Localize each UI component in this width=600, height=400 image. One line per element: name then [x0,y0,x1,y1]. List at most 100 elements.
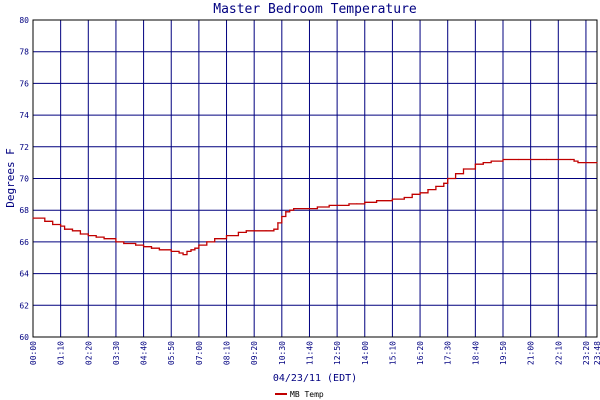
data-point [135,244,137,246]
x-tick-label: 00:00 [29,341,38,365]
data-point [443,182,445,184]
legend: MB Temp [275,390,324,399]
data-point [123,242,125,245]
data-point [530,158,532,161]
data-point [545,158,548,161]
data-point [490,160,492,162]
data-point [427,188,429,191]
series-line [33,158,597,256]
data-point [198,244,200,246]
data-point [158,249,160,251]
x-tick-label: 04:40 [140,341,149,365]
data-point [518,158,520,161]
y-tick-label: 64 [19,270,29,279]
data-point [182,253,184,256]
data-point [170,250,172,253]
y-tick-label: 76 [19,79,29,88]
data-point [245,230,247,232]
data-point [482,162,484,164]
data-point [265,230,267,232]
data-point [95,236,97,238]
x-tick-label: 16:20 [416,341,425,365]
data-point [577,162,579,164]
x-tick-label: 21:00 [527,341,536,365]
data-point [115,241,117,243]
data-point [225,234,228,237]
data-point [348,203,350,205]
y-tick-label: 74 [19,111,29,120]
x-tick-label: 01:10 [57,341,66,365]
data-point [596,162,598,164]
data-point [186,250,188,253]
x-tick-label: 08:10 [223,341,232,365]
data-point [569,158,571,161]
data-point [87,234,89,237]
x-tick-label: 23:20 [582,341,591,365]
x-tick-label: 11:40 [305,341,314,365]
x-tick-label: 22:10 [554,341,563,365]
data-point [150,247,153,249]
data-point [52,223,54,226]
data-point [474,163,476,165]
grid-lines [33,20,597,337]
x-tick-label: 15:10 [388,341,397,365]
series-layer [32,158,598,256]
x-tick-label: 10:30 [278,341,287,365]
data-point [419,192,421,194]
data-point [356,203,358,205]
data-point [60,225,62,227]
data-point [364,201,366,203]
x-tick-labels: 00:00 01:10 02:20 03:30 04:40 05:50 07:00 08:10… [29,341,600,365]
data-point [237,231,239,233]
x-tick-label: 12:50 [333,341,342,365]
data-point [44,220,46,222]
data-point [308,208,311,210]
data-point [557,158,559,161]
data-point [206,241,208,243]
data-point [376,200,378,202]
x-tick-label: 18:40 [471,341,480,365]
y-axis-label: Degrees F [4,148,17,208]
data-point [214,238,216,240]
x-tick-label: 23:48 [593,341,600,365]
data-point [289,209,291,211]
data-point [71,230,74,232]
data-point [462,168,465,170]
y-tick-label: 62 [19,301,29,310]
data-point [178,252,180,254]
data-point [63,228,66,230]
y-tick-label: 66 [19,238,29,247]
data-point [277,222,279,224]
data-point [273,228,275,230]
y-tick-label: 72 [19,143,29,152]
data-point [142,246,145,248]
data-point [455,173,457,175]
data-point [585,162,587,164]
y-tick-label: 80 [19,16,29,25]
data-point [285,211,287,213]
data-point [573,160,575,162]
x-tick-label: 05:50 [167,341,176,365]
y-tick-labels: 60 62 64 66 68 70 72 74 76 78 80 [19,16,29,342]
x-tick-label: 07:00 [195,341,204,365]
y-tick-label: 78 [19,48,29,57]
data-point [194,247,196,249]
data-point [32,217,34,219]
data-point [190,249,192,251]
y-tick-label: 60 [19,333,29,342]
x-tick-label: 19:50 [499,341,508,365]
data-point [336,204,338,207]
x-tick-label: 17:30 [444,341,453,365]
x-tick-label: 09:20 [250,341,259,365]
plot-frame [32,19,598,338]
x-tick-label: 02:20 [84,341,93,365]
data-point [411,193,413,195]
data-point [403,196,405,199]
x-axis-label: 04/23/11 (EDT) [273,373,357,384]
y-tick-label: 68 [19,206,29,215]
data-point [79,233,81,235]
data-point [328,204,330,207]
data-point [435,185,437,188]
data-point [391,198,394,200]
